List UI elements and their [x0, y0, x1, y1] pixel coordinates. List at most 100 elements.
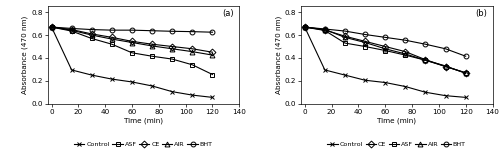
- BHT: [149, 30, 155, 32]
- Control: [382, 81, 388, 83]
- ASF: [402, 54, 408, 56]
- AIR: [48, 26, 54, 28]
- Control: [362, 79, 368, 81]
- CE: [129, 40, 135, 42]
- CE: [302, 26, 308, 28]
- ASF: [302, 26, 308, 28]
- CE: [342, 35, 348, 37]
- AIR: [210, 54, 216, 56]
- AIR: [302, 26, 308, 28]
- CE: [169, 46, 175, 47]
- Y-axis label: Absorbance (470 nm): Absorbance (470 nm): [275, 16, 281, 94]
- Control: [129, 81, 135, 83]
- Control: [402, 86, 408, 87]
- Line: AIR: AIR: [49, 25, 215, 58]
- ASF: [169, 58, 175, 60]
- BHT: [68, 28, 74, 29]
- Line: ASF: ASF: [302, 25, 468, 75]
- ASF: [382, 50, 388, 52]
- ASF: [68, 30, 74, 32]
- AIR: [382, 48, 388, 50]
- X-axis label: Time (min): Time (min): [377, 117, 416, 124]
- ASF: [129, 52, 135, 54]
- Line: CE: CE: [302, 25, 468, 75]
- Control: [68, 69, 74, 71]
- Line: ASF: ASF: [49, 25, 215, 77]
- BHT: [48, 26, 54, 28]
- BHT: [89, 29, 95, 31]
- AIR: [129, 41, 135, 43]
- ASF: [210, 74, 216, 75]
- Control: [89, 74, 95, 76]
- Control: [169, 91, 175, 93]
- BHT: [322, 28, 328, 30]
- ASF: [342, 42, 348, 44]
- CE: [322, 29, 328, 31]
- AIR: [149, 45, 155, 47]
- ASF: [149, 55, 155, 57]
- BHT: [382, 36, 388, 38]
- CE: [362, 40, 368, 42]
- Control: [422, 91, 428, 93]
- ASF: [48, 26, 54, 28]
- AIR: [190, 51, 196, 53]
- X-axis label: Time (min): Time (min): [124, 117, 163, 124]
- BHT: [210, 31, 216, 33]
- Control: [190, 94, 196, 96]
- BHT: [422, 43, 428, 45]
- Control: [302, 26, 308, 28]
- Line: BHT: BHT: [49, 25, 215, 35]
- Line: Control: Control: [302, 25, 468, 100]
- CE: [48, 26, 54, 28]
- Control: [442, 95, 448, 97]
- CE: [149, 43, 155, 45]
- Control: [322, 69, 328, 71]
- CE: [382, 46, 388, 47]
- BHT: [302, 26, 308, 28]
- BHT: [442, 48, 448, 50]
- BHT: [362, 34, 368, 35]
- Text: (b): (b): [475, 9, 486, 18]
- AIR: [442, 65, 448, 67]
- AIR: [169, 48, 175, 50]
- ASF: [422, 59, 428, 61]
- Control: [462, 96, 468, 98]
- AIR: [342, 36, 348, 38]
- CE: [210, 51, 216, 53]
- BHT: [190, 31, 196, 33]
- Control: [109, 78, 115, 80]
- Line: Control: Control: [49, 25, 215, 100]
- ASF: [442, 66, 448, 68]
- CE: [462, 72, 468, 74]
- Control: [149, 85, 155, 87]
- CE: [442, 66, 448, 68]
- ASF: [89, 38, 95, 40]
- ASF: [322, 29, 328, 31]
- Legend: Control, CE, ASF, AIR, BHT: Control, CE, ASF, AIR, BHT: [328, 142, 466, 147]
- AIR: [462, 72, 468, 74]
- ASF: [462, 72, 468, 74]
- ASF: [362, 46, 368, 47]
- AIR: [422, 59, 428, 61]
- BHT: [402, 39, 408, 41]
- CE: [190, 48, 196, 50]
- AIR: [68, 29, 74, 31]
- BHT: [169, 30, 175, 32]
- Line: AIR: AIR: [302, 25, 468, 76]
- Y-axis label: Absorbance (470 nm): Absorbance (470 nm): [22, 16, 29, 94]
- Control: [210, 96, 216, 98]
- Line: BHT: BHT: [302, 25, 468, 59]
- AIR: [89, 34, 95, 36]
- Text: (a): (a): [222, 9, 234, 18]
- AIR: [109, 38, 115, 40]
- AIR: [322, 29, 328, 31]
- Control: [342, 74, 348, 76]
- CE: [402, 51, 408, 53]
- AIR: [402, 53, 408, 55]
- Line: CE: CE: [49, 25, 215, 55]
- BHT: [129, 29, 135, 31]
- BHT: [462, 55, 468, 57]
- BHT: [109, 29, 115, 31]
- ASF: [190, 64, 196, 66]
- AIR: [362, 41, 368, 43]
